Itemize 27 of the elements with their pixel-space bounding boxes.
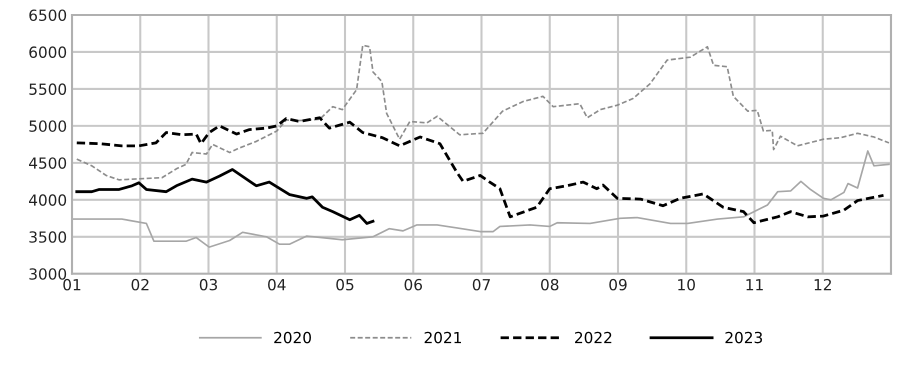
x-tick-label: 06 [404, 278, 422, 290]
y-tick-label: 4500 [29, 157, 66, 169]
x-tick-label: 05 [336, 278, 354, 290]
x-tick-label: 11 [746, 279, 763, 290]
x-tick-label: 02 [132, 278, 148, 290]
legend-label: 2021 [424, 332, 461, 344]
y-tick-label: 4000 [29, 194, 66, 206]
x-tick-label: 10 [678, 278, 695, 290]
y-tick-label: 3500 [29, 231, 66, 243]
x-tick-label: 09 [609, 278, 627, 290]
x-tick-label: 12 [814, 278, 831, 290]
x-tick-label: 04 [268, 278, 286, 290]
y-tick-label: 5000 [29, 120, 66, 132]
x-tick-label: 07 [472, 278, 490, 290]
x-tick-label: 01 [63, 278, 80, 290]
line-series [75, 168, 374, 225]
legend-label: 2023 [725, 332, 762, 344]
legend-label: 2020 [274, 332, 311, 344]
y-tick-label: 3000 [29, 268, 66, 280]
y-tick-label: 6500 [29, 9, 66, 22]
line-series [76, 44, 890, 181]
legend-label: 2022 [575, 332, 612, 344]
y-tick-label: 5500 [29, 83, 66, 95]
x-tick-label: 08 [541, 278, 558, 290]
line-series [75, 116, 885, 224]
y-tick-label: 6000 [29, 46, 66, 58]
x-tick-label: 03 [200, 278, 217, 290]
